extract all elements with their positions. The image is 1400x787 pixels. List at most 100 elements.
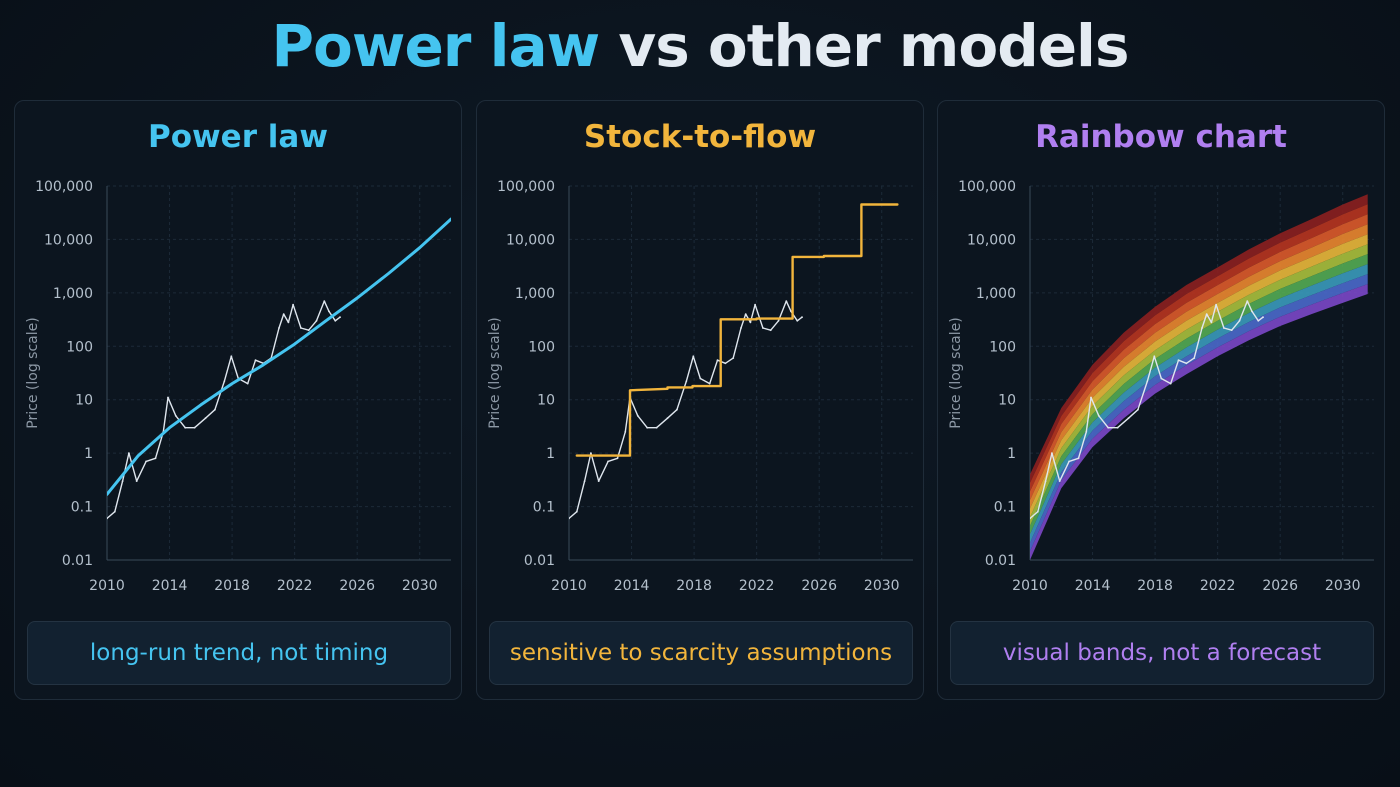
series-price xyxy=(1030,300,1264,520)
price-point xyxy=(1205,313,1208,315)
series-price xyxy=(569,300,803,520)
y-axis-title: Price (log scale) xyxy=(25,317,41,428)
price-point xyxy=(1044,480,1047,482)
price-point xyxy=(214,408,216,411)
y-tick-label-10: 10 xyxy=(537,393,555,409)
price-point xyxy=(1238,319,1241,322)
price-point xyxy=(135,480,138,482)
price-point xyxy=(636,414,639,417)
price-point xyxy=(1201,327,1203,329)
price-point xyxy=(1193,357,1196,359)
price-point xyxy=(292,303,294,306)
price-point xyxy=(1262,316,1264,319)
x-tick-label-2026: 2026 xyxy=(1262,578,1298,594)
price-point xyxy=(1153,355,1156,358)
price-point xyxy=(590,452,592,454)
chart-power-law: 0.01 0.1 1 10 100 1,000 10,000 100,000 2010 2014 2… xyxy=(25,179,451,594)
y-tick-label-100-000: 100,000 xyxy=(958,179,1016,195)
price-point xyxy=(1251,310,1253,313)
chart-stock-to-flow: 0.01 0.1 1 10 100 1,000 10,000 100,000 2010 2014 2… xyxy=(487,179,913,594)
price-point xyxy=(107,517,108,520)
price-point xyxy=(624,431,627,433)
panel-title-stock-to-flow: Stock-to-flow xyxy=(583,119,817,155)
price-point xyxy=(1030,517,1031,520)
series-price xyxy=(107,300,341,520)
price-point xyxy=(801,316,803,319)
y-tick-label-100-000: 100,000 xyxy=(497,179,555,195)
price-point xyxy=(287,321,290,324)
price-point xyxy=(174,414,177,417)
caption-rainbow-chart: visual bands, not a forecast xyxy=(950,621,1374,685)
price-point xyxy=(1085,431,1088,433)
price-point xyxy=(328,310,330,313)
price-point xyxy=(1097,414,1100,417)
price-point xyxy=(278,327,280,329)
page-title: Power law vs other models xyxy=(0,8,1400,84)
caption-text: visual bands, not a forecast xyxy=(1002,640,1322,666)
price-point xyxy=(323,300,326,302)
price-point xyxy=(1107,426,1110,429)
caption-text: long-run trend, not timing xyxy=(89,640,389,666)
price-point xyxy=(699,377,702,380)
price-point xyxy=(1246,300,1249,302)
y-tick-label-100: 100 xyxy=(528,339,555,355)
price-point xyxy=(575,510,578,513)
y-tick-label-0-1: 0.1 xyxy=(71,500,93,516)
price-point xyxy=(716,359,719,362)
price-point xyxy=(113,510,116,513)
price-point xyxy=(223,380,226,383)
x-tick-label-2022: 2022 xyxy=(277,578,313,594)
price-point xyxy=(708,382,711,385)
price-point xyxy=(1160,377,1163,380)
y-axis-title: Price (log scale) xyxy=(948,317,964,428)
price-point xyxy=(1127,417,1130,420)
price-point xyxy=(121,480,124,482)
price-point xyxy=(204,417,207,420)
price-point xyxy=(1185,362,1188,365)
price-point xyxy=(254,359,257,362)
price-point xyxy=(607,460,609,463)
price-point xyxy=(1077,457,1080,460)
y-tick-label-100: 100 xyxy=(989,339,1016,355)
chart-rainbow: 0.01 0.1 1 10 100 1,000 10,000 100,000 2010 2014 2… xyxy=(948,179,1374,594)
y-tick-label-1-000: 1,000 xyxy=(976,286,1016,302)
price-point xyxy=(1051,452,1053,454)
panel-power-law: Power law 0.01 0.1 1 10 100 1,000 10,000 100,00… xyxy=(14,100,462,700)
x-tick-label-2014: 2014 xyxy=(1075,578,1111,594)
price-point xyxy=(769,329,772,332)
x-tick-label-2018: 2018 xyxy=(214,578,250,594)
panel-title-power-law: Power law xyxy=(148,119,328,155)
price-point xyxy=(676,408,678,411)
price-point xyxy=(762,327,764,329)
price-point xyxy=(154,457,157,460)
price-point xyxy=(1230,329,1233,332)
y-axis-title: Price (log scale) xyxy=(487,317,503,428)
price-point xyxy=(616,457,619,460)
price-point xyxy=(184,426,187,429)
price-point xyxy=(744,313,747,315)
price-point xyxy=(1137,408,1139,411)
x-tick-label-2018: 2018 xyxy=(1137,578,1173,594)
x-tick-label-2022: 2022 xyxy=(739,578,775,594)
price-point xyxy=(1058,480,1061,482)
panel-rainbow-chart: Rainbow chart 0.01 0.1 1 10 100 1,000 10,000 10… xyxy=(937,100,1385,700)
price-point xyxy=(1068,460,1070,463)
y-tick-label-10: 10 xyxy=(75,393,93,409)
y-tick-label-1-000: 1,000 xyxy=(515,286,555,302)
series-stock-to-flow-model xyxy=(575,203,899,457)
price-point xyxy=(740,327,742,329)
x-tick-label-2010: 2010 xyxy=(551,578,587,594)
price-point xyxy=(785,300,788,302)
price-point xyxy=(1210,321,1213,324)
price-point xyxy=(732,357,735,359)
price-point xyxy=(230,355,233,358)
price-point xyxy=(724,362,727,365)
price-point xyxy=(334,319,337,322)
y-tick-label-1: 1 xyxy=(546,446,555,462)
price-point xyxy=(307,329,310,332)
y-tick-label-1-000: 1,000 xyxy=(53,286,93,302)
price-point xyxy=(246,382,249,385)
price-point xyxy=(655,426,658,429)
price-point xyxy=(754,303,756,306)
price-point xyxy=(777,319,780,322)
